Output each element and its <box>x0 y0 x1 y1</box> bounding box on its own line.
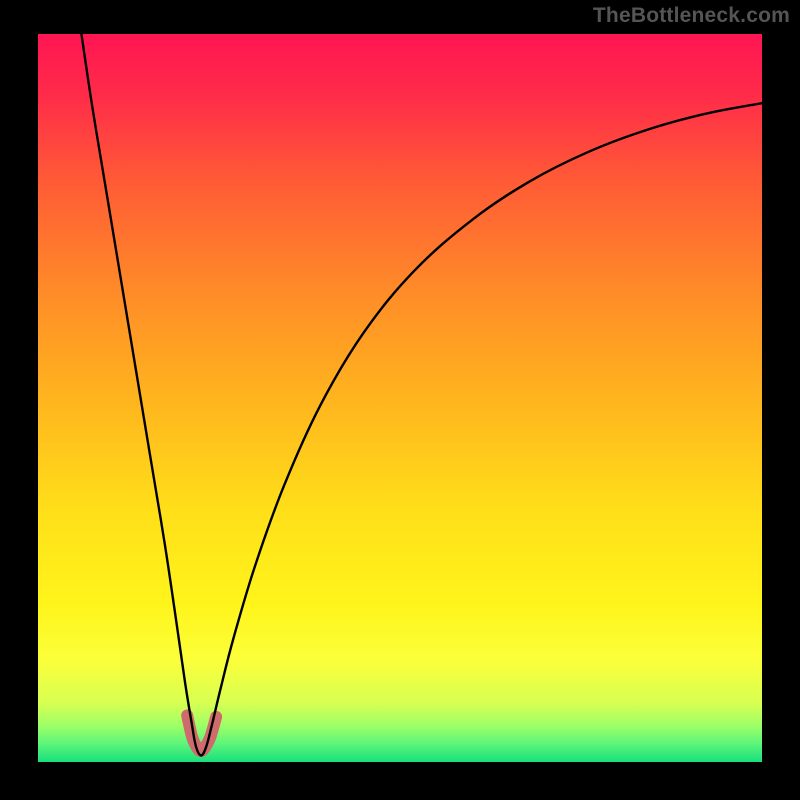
curve-layer <box>38 34 762 762</box>
plot-area <box>38 34 762 762</box>
watermark-text: TheBottleneck.com <box>593 4 790 28</box>
bottleneck-curve <box>81 34 762 755</box>
chart-stage: TheBottleneck.com <box>0 0 800 800</box>
